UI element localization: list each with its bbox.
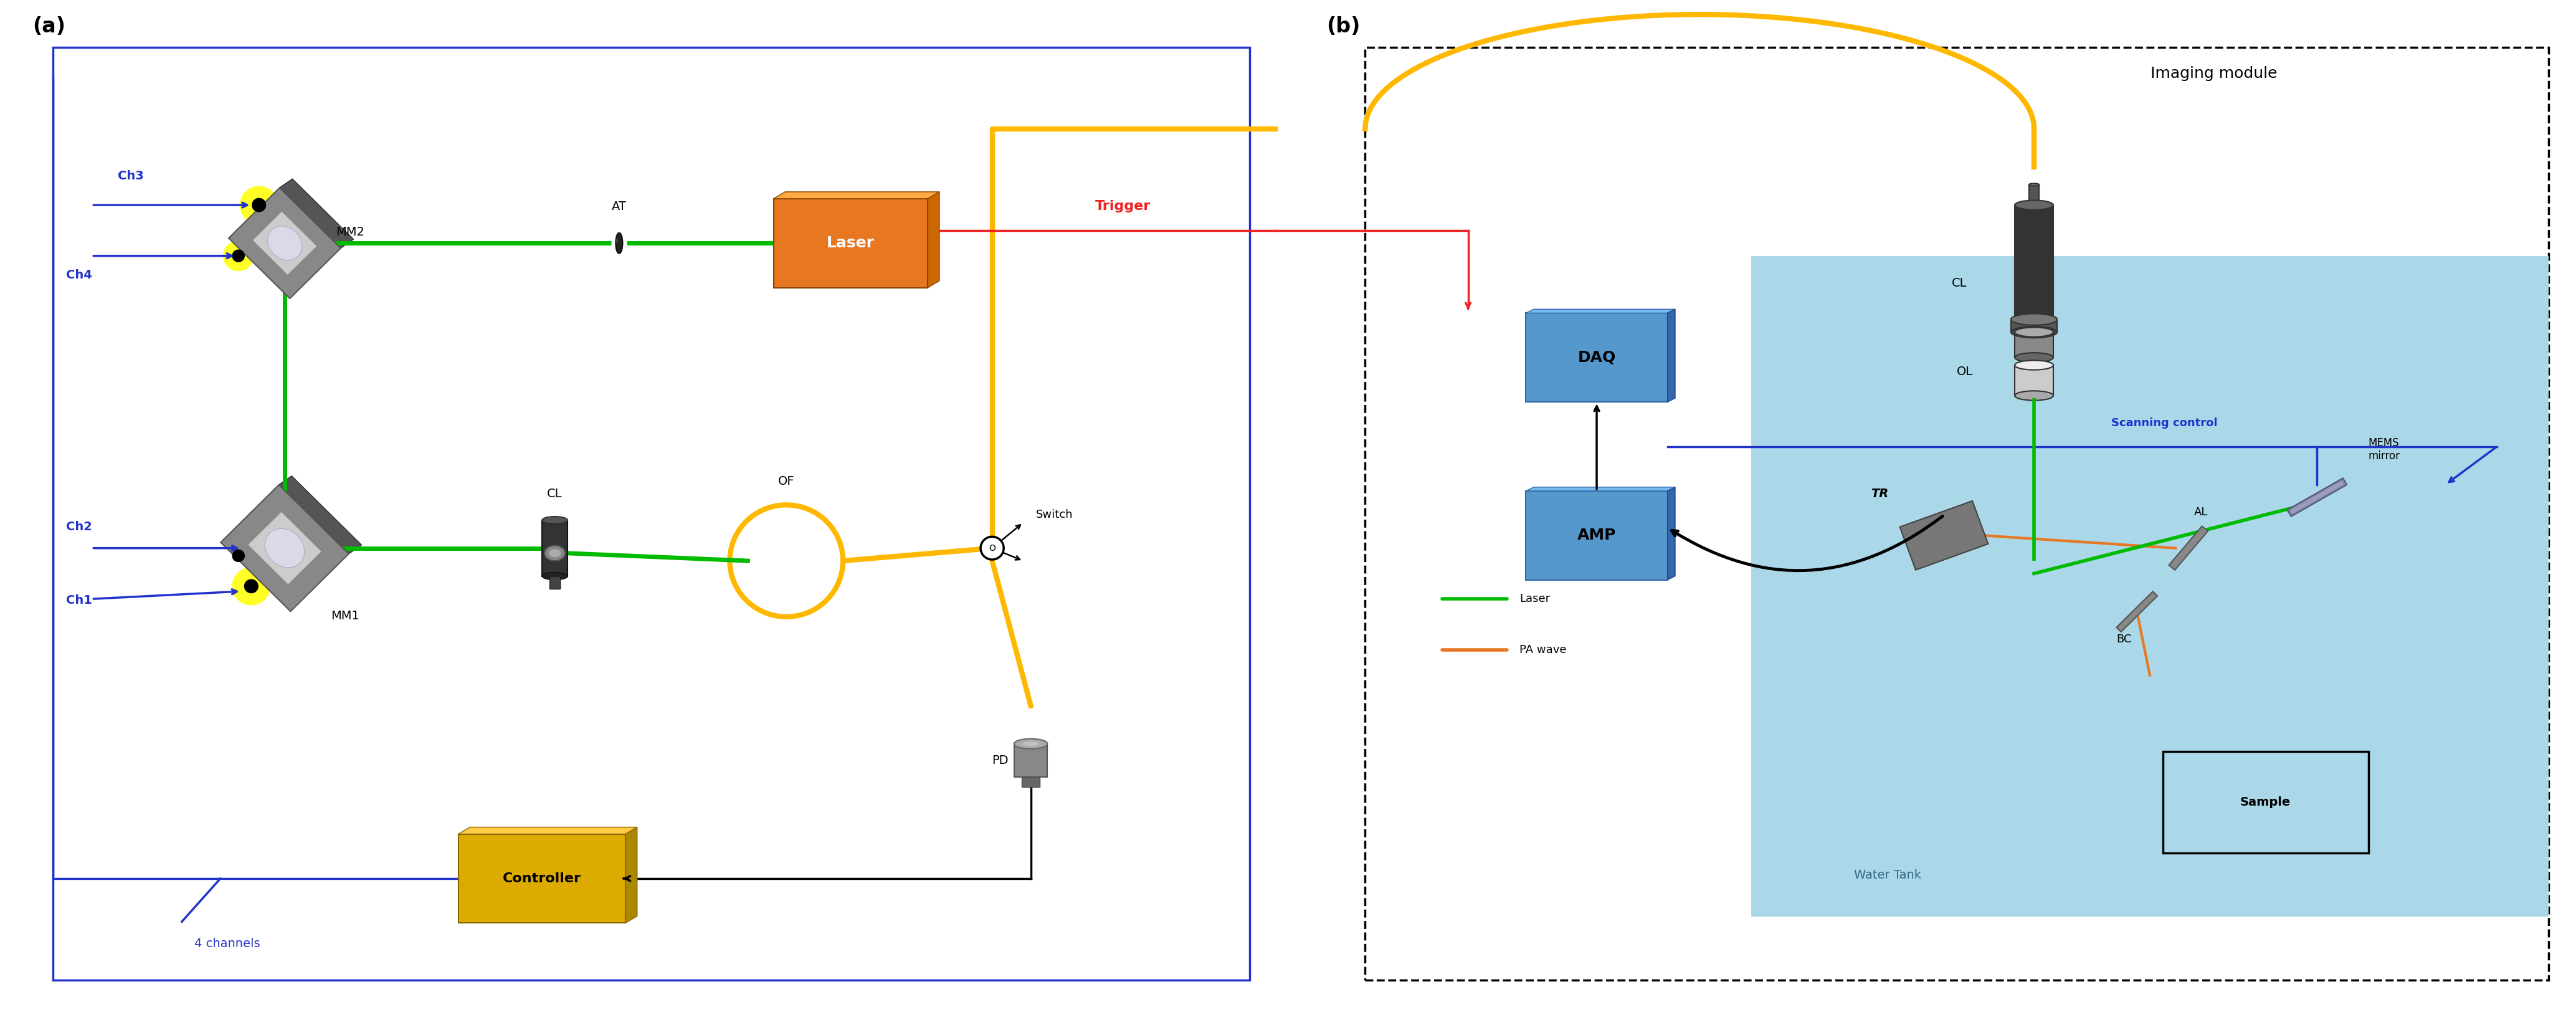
Polygon shape [1525, 488, 1674, 491]
Text: Ch1: Ch1 [67, 595, 93, 607]
Ellipse shape [541, 572, 567, 580]
Text: Ch2: Ch2 [67, 521, 93, 532]
Text: Scanning control: Scanning control [2112, 417, 2218, 428]
Text: Switch: Switch [1036, 509, 1074, 520]
Polygon shape [927, 192, 940, 288]
Polygon shape [1525, 309, 1674, 313]
Ellipse shape [2030, 184, 2040, 186]
Ellipse shape [1015, 738, 1048, 749]
Text: Trigger: Trigger [1095, 200, 1151, 212]
Ellipse shape [268, 226, 301, 260]
Polygon shape [2290, 481, 2344, 513]
Polygon shape [252, 211, 317, 275]
Circle shape [232, 250, 245, 262]
Polygon shape [459, 834, 626, 923]
Text: Water Tank: Water Tank [1855, 869, 1922, 881]
Polygon shape [773, 199, 927, 288]
Text: O: O [989, 544, 994, 553]
Ellipse shape [1023, 742, 1038, 746]
Text: Sample: Sample [2241, 797, 2290, 808]
Ellipse shape [2012, 326, 2058, 338]
Polygon shape [1525, 313, 1667, 402]
Polygon shape [222, 484, 348, 611]
Polygon shape [541, 520, 567, 576]
Polygon shape [2169, 526, 2208, 570]
Text: OF: OF [778, 475, 793, 488]
Ellipse shape [232, 567, 270, 605]
Ellipse shape [2014, 360, 2053, 370]
Polygon shape [2287, 478, 2347, 516]
Polygon shape [1015, 744, 1048, 777]
Text: OL: OL [1958, 366, 1973, 377]
Polygon shape [1023, 777, 1041, 787]
Polygon shape [1667, 309, 1674, 402]
Polygon shape [229, 188, 340, 299]
Polygon shape [549, 576, 559, 589]
Circle shape [981, 537, 1005, 560]
Polygon shape [2014, 365, 2053, 396]
Ellipse shape [2014, 200, 2053, 210]
Polygon shape [2117, 592, 2159, 631]
Text: Imaging module: Imaging module [2151, 66, 2277, 81]
Text: Ch3: Ch3 [118, 170, 144, 183]
Text: (b): (b) [1327, 16, 1360, 37]
Ellipse shape [2014, 327, 2053, 337]
Polygon shape [1667, 488, 1674, 580]
Text: AL: AL [2195, 506, 2208, 517]
Text: TR: TR [1870, 488, 1888, 500]
Polygon shape [222, 476, 291, 543]
Text: PA wave: PA wave [1520, 645, 1566, 656]
Polygon shape [247, 511, 322, 584]
Text: MEMS
mirror: MEMS mirror [2367, 438, 2401, 462]
Text: MM2: MM2 [335, 226, 366, 238]
Text: Ch4: Ch4 [67, 269, 93, 282]
Ellipse shape [2014, 314, 2053, 324]
Ellipse shape [549, 549, 562, 558]
Polygon shape [1525, 491, 1667, 580]
Circle shape [245, 579, 258, 594]
Ellipse shape [616, 233, 623, 253]
Polygon shape [229, 178, 294, 238]
Polygon shape [1901, 501, 1989, 570]
Text: 4 channels: 4 channels [196, 937, 260, 950]
Ellipse shape [265, 528, 304, 568]
Polygon shape [773, 192, 940, 199]
Ellipse shape [541, 516, 567, 524]
Circle shape [232, 550, 245, 562]
Text: Laser: Laser [827, 236, 876, 251]
Text: CL: CL [1953, 277, 1968, 289]
Polygon shape [2030, 185, 2040, 205]
Ellipse shape [2030, 204, 2040, 206]
Text: PD: PD [992, 755, 1010, 767]
Text: AT: AT [611, 201, 626, 212]
Polygon shape [2014, 205, 2053, 319]
Circle shape [752, 527, 819, 595]
Polygon shape [459, 827, 636, 834]
Ellipse shape [544, 546, 564, 561]
Text: Controller: Controller [502, 872, 582, 884]
Polygon shape [2014, 333, 2053, 358]
Text: MM1: MM1 [330, 610, 361, 622]
Polygon shape [281, 178, 353, 248]
Ellipse shape [2014, 353, 2053, 362]
Polygon shape [278, 476, 361, 554]
Polygon shape [1752, 256, 2548, 917]
Text: BC: BC [2117, 633, 2133, 645]
Text: (a): (a) [33, 16, 64, 37]
Text: AMP: AMP [1577, 528, 1615, 543]
Ellipse shape [2014, 391, 2053, 401]
Circle shape [252, 198, 265, 212]
Ellipse shape [2012, 314, 2058, 325]
Text: Laser: Laser [1520, 594, 1551, 605]
Text: CL: CL [546, 488, 562, 500]
Text: DAQ: DAQ [1577, 350, 1615, 365]
Polygon shape [626, 827, 636, 923]
Ellipse shape [240, 186, 278, 224]
Polygon shape [2012, 319, 2058, 333]
Ellipse shape [224, 241, 255, 271]
